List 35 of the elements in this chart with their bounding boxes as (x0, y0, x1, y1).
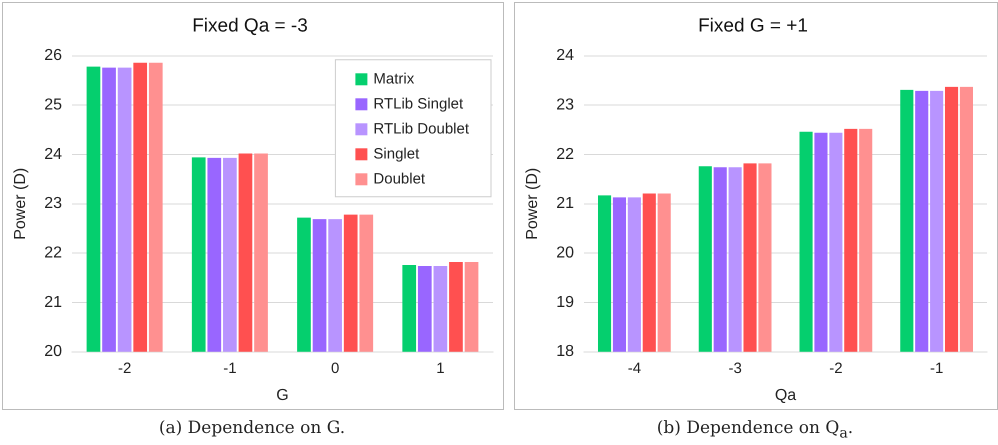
x-tick-label: -2 (829, 360, 843, 377)
y-tick-label: 23 (44, 195, 62, 212)
y-tick-label: 22 (44, 244, 62, 262)
legend-label: Doublet (373, 170, 426, 188)
x-tick-label: -1 (223, 360, 237, 377)
y-tick-label: 20 (556, 244, 574, 262)
y-tick-label: 26 (44, 47, 62, 64)
legend-label: Matrix (373, 70, 415, 88)
y-axis-title: Power (D) (12, 168, 30, 240)
x-tick-label: 1 (436, 360, 445, 377)
x-tick-label: -3 (728, 360, 742, 377)
x-tick-label: -2 (118, 360, 132, 377)
x-tick-label: -4 (628, 360, 642, 377)
y-tick-label: 22 (556, 146, 574, 163)
legend-label: Singlet (373, 145, 420, 162)
legend-label: RTLib Singlet (373, 95, 464, 112)
x-axis-title: Qa (774, 386, 796, 404)
y-tick-label: 19 (556, 294, 574, 311)
text: (a) Dependence on G. (158, 418, 346, 438)
y-tick-label: 25 (44, 96, 62, 114)
y-tick-label: 24 (44, 146, 62, 163)
text: (b) Dependence on Q$_{a}$. (656, 418, 854, 442)
y-axis-title: Power (D) (524, 168, 542, 240)
x-tick-label: -1 (930, 360, 944, 377)
x-axis-title: G (276, 386, 289, 404)
y-tick-label: 21 (556, 195, 574, 212)
legend-label: RTLib Doublet (373, 120, 470, 138)
chart-title: Fixed Qa = -3 (192, 16, 308, 37)
y-tick-label: 21 (44, 294, 62, 311)
y-tick-label: 18 (556, 343, 574, 360)
y-tick-label: 23 (556, 96, 574, 114)
y-tick-label: 24 (556, 47, 574, 64)
chart-title: Fixed G = +1 (698, 16, 808, 37)
x-tick-label: 0 (330, 360, 340, 377)
y-tick-label: 20 (44, 343, 62, 360)
